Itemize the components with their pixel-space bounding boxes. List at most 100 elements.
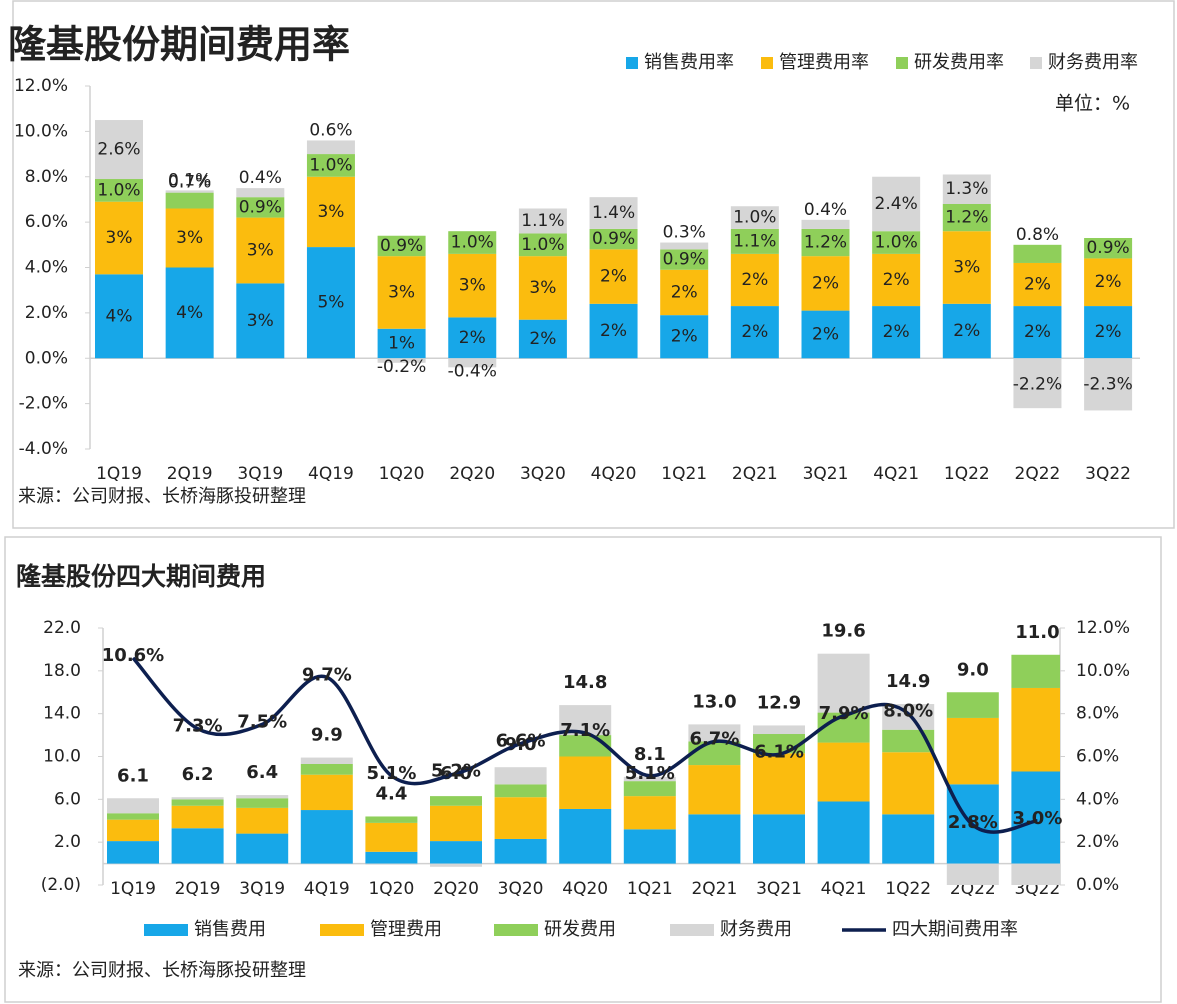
bar-segment — [494, 797, 547, 839]
value-label: -0.4% — [448, 361, 497, 381]
value-label: 2% — [529, 329, 556, 349]
bar-segment — [448, 231, 497, 254]
legend-swatch — [896, 57, 908, 69]
x-tick-label: 2Q21 — [691, 879, 737, 899]
bar-segment — [660, 315, 709, 359]
bar-segment — [801, 228, 850, 257]
value-label: 3% — [247, 311, 274, 331]
bar-segment — [753, 814, 805, 864]
bar-segment — [801, 310, 850, 359]
line-label: 7.5% — [237, 711, 287, 732]
chart-title: 隆基股份四大期间费用 — [16, 562, 266, 591]
bar-segment — [1011, 654, 1060, 688]
value-label: 0.9% — [239, 197, 282, 217]
legend-swatch — [494, 924, 538, 936]
y2-tick-label: 8.0% — [1076, 704, 1119, 724]
bar-segment — [730, 306, 779, 359]
bar-segment — [306, 247, 355, 359]
legend-label: 研发费用率 — [914, 52, 1004, 73]
value-label: 1.0% — [309, 155, 352, 175]
bar-segment — [300, 810, 353, 864]
total-label: 9.0 — [957, 659, 989, 680]
legend-label: 销售费用率 — [644, 52, 734, 73]
bar-segment — [95, 201, 143, 275]
value-label: 2% — [1095, 272, 1122, 292]
x-tick-label: 3Q19 — [237, 464, 283, 484]
legend-label: 管理费用率 — [779, 52, 869, 73]
bars — [95, 120, 1133, 411]
bar-segment — [942, 174, 991, 204]
total-label: 14.9 — [886, 671, 930, 692]
bar-segment — [365, 851, 418, 864]
total-label: 14.8 — [563, 672, 607, 693]
total-label: 6.1 — [117, 765, 149, 786]
y-tick-label: 6.0% — [25, 212, 68, 232]
panel — [12, 0, 1175, 529]
value-label: 0.9% — [1086, 238, 1129, 258]
value-label: 3% — [529, 278, 556, 298]
bar-segment — [1084, 358, 1133, 411]
y2-tick-label: 12.0% — [1076, 618, 1130, 638]
bar-segment — [589, 249, 638, 304]
bar-segment — [882, 704, 935, 730]
value-label: 0.8% — [1016, 225, 1059, 245]
bar-segment — [872, 253, 921, 307]
y-tick-label: 14.0 — [43, 704, 81, 724]
line-label: 7.1% — [560, 720, 610, 741]
bar-segment — [300, 774, 353, 811]
value-label: 3% — [388, 282, 415, 302]
value-label: -2.3% — [1083, 374, 1132, 394]
x-tick-label: 1Q19 — [110, 879, 156, 899]
total-label: 19.6 — [821, 621, 865, 642]
bar-segment — [753, 725, 805, 735]
value-label: 0.9% — [380, 236, 423, 256]
value-label: 1.1% — [733, 231, 776, 251]
line-label: 8.0% — [883, 701, 933, 722]
bar-segment — [559, 808, 612, 864]
bar-segment — [730, 228, 779, 254]
value-label: 3% — [317, 202, 344, 222]
bar-segment — [171, 799, 224, 806]
x-tick-label: 2Q22 — [1015, 464, 1061, 484]
line-label: 9.7% — [302, 664, 352, 685]
value-label: 1.4% — [592, 203, 635, 223]
y-tick-label: 0.0% — [25, 348, 68, 368]
bar-segment — [589, 303, 638, 359]
bar-segment — [494, 767, 547, 785]
y-tick-label: -2.0% — [19, 394, 68, 414]
value-label: 2.6% — [97, 140, 140, 160]
x-tick-label: 2Q21 — [732, 464, 778, 484]
bar-segment — [660, 249, 709, 270]
bar-segment — [448, 358, 497, 368]
bar-segment — [448, 317, 497, 359]
value-label: 4% — [176, 303, 203, 323]
source: 来源：公司财报、长桥海豚投研整理 — [18, 486, 306, 507]
value-label: 1.0% — [97, 180, 140, 200]
bar-segment — [817, 801, 870, 864]
value-label: 2% — [600, 321, 627, 341]
x-tick-label: 3Q20 — [520, 464, 566, 484]
value-label: 0.9% — [592, 229, 635, 249]
bar-segment — [1013, 306, 1062, 359]
bar-segment — [306, 154, 355, 177]
value-label: 2% — [1024, 322, 1051, 342]
bar-segment — [171, 805, 224, 829]
bars — [107, 653, 1060, 885]
line-label: 5.2% — [431, 761, 481, 782]
bar-segment — [1013, 262, 1062, 307]
bar-segment — [165, 192, 214, 209]
value-label: 0.3% — [663, 223, 706, 243]
bar-segment — [753, 753, 805, 815]
value-label: 1.0% — [451, 233, 494, 253]
bar-segment — [688, 765, 741, 815]
x-tick-label: 4Q20 — [591, 464, 637, 484]
bar-segment — [882, 729, 935, 753]
chart-title: 隆基股份期间费用率 — [8, 23, 350, 67]
bar-segment — [518, 319, 567, 359]
bar-segment — [730, 206, 779, 229]
y-tick-label: 2.0% — [25, 303, 68, 323]
bar-segment — [365, 863, 418, 865]
legend-swatch — [626, 57, 638, 69]
y2-tick-label: 4.0% — [1076, 789, 1119, 809]
